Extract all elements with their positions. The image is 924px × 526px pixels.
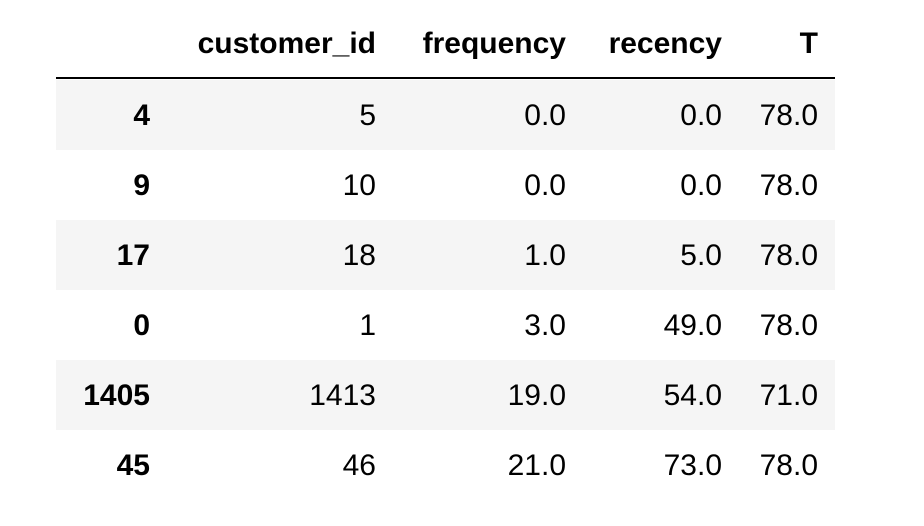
column-header: frequency	[422, 27, 566, 60]
table-cell: 18	[342, 239, 376, 272]
table-cell: 0.0	[680, 169, 722, 202]
row-index: 45	[116, 449, 150, 482]
row-stripe	[56, 360, 835, 430]
row-index: 1405	[83, 379, 150, 412]
row-index: 17	[116, 239, 150, 272]
row-stripe	[56, 220, 835, 290]
table-cell: 0.0	[524, 99, 566, 132]
table-cell: 19.0	[507, 379, 566, 412]
table-cell: 0.0	[524, 169, 566, 202]
table-cell: 10	[342, 169, 376, 202]
table-cell: 78.0	[759, 239, 818, 272]
table-cell: 21.0	[507, 449, 566, 482]
table-cell: 73.0	[663, 449, 722, 482]
table-cell: 78.0	[759, 309, 818, 342]
table-cell: 54.0	[663, 379, 722, 412]
column-header: recency	[608, 27, 722, 60]
table-cell: 49.0	[663, 309, 722, 342]
table-cell: 78.0	[759, 169, 818, 202]
table-cell: 3.0	[524, 309, 566, 342]
table-cell: 1	[359, 309, 376, 342]
row-stripe	[56, 80, 835, 150]
header-rule	[56, 77, 835, 79]
column-header: customer_id	[197, 27, 376, 60]
table-cell: 0.0	[680, 99, 722, 132]
table-cell: 1.0	[524, 239, 566, 272]
column-header: T	[799, 27, 818, 60]
table-cell: 78.0	[759, 99, 818, 132]
table-cell: 46	[342, 449, 376, 482]
table-cell: 1413	[309, 379, 376, 412]
row-index: 9	[133, 169, 150, 202]
table-cell: 5	[359, 99, 376, 132]
table-cell: 78.0	[759, 449, 818, 482]
table-cell: 5.0	[680, 239, 722, 272]
row-index: 4	[133, 99, 150, 132]
table-cell: 71.0	[759, 379, 818, 412]
row-index: 0	[133, 309, 150, 342]
